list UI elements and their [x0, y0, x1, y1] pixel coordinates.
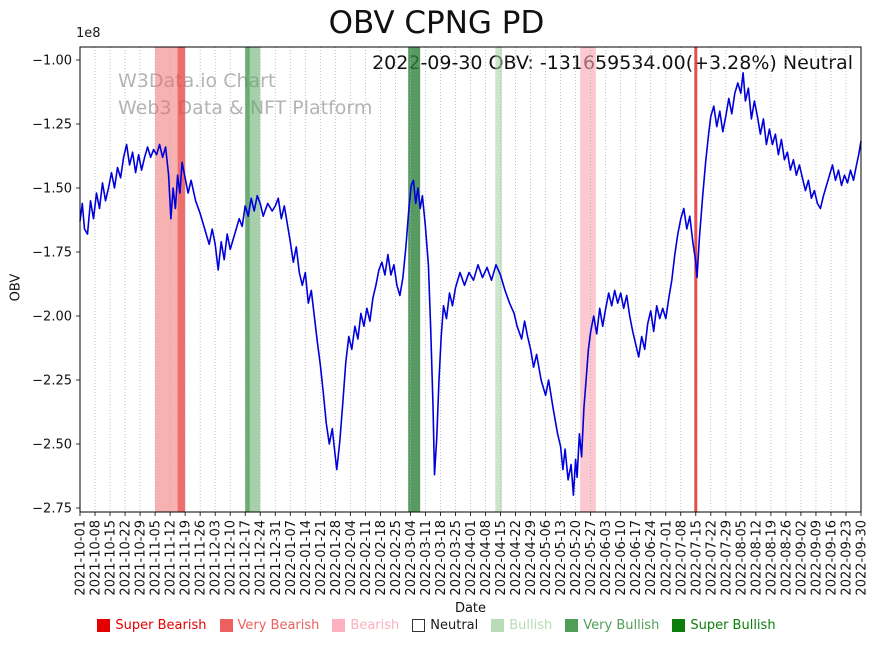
x-tick-label: 2021-10-15: [104, 520, 119, 596]
x-tick-label: 2022-06-10: [614, 520, 629, 596]
x-tick-label: 2022-09-09: [809, 520, 824, 596]
y-tick-label: −1.00: [32, 54, 72, 69]
x-tick-label: 2021-12-24: [254, 520, 269, 596]
x-tick-label: 2021-11-12: [164, 520, 179, 596]
x-tick-label: 2021-10-22: [119, 520, 134, 596]
sentiment-band: [495, 47, 503, 512]
y-tick-label: −2.00: [32, 310, 72, 325]
x-tick-label: 2022-03-25: [449, 520, 464, 596]
legend-swatch-icon: [565, 619, 579, 632]
x-tick-label: 2022-01-14: [299, 520, 314, 596]
x-tick-label: 2022-07-01: [659, 520, 674, 596]
y-tick-label: −1.75: [32, 246, 72, 261]
x-tick-label: 2022-01-28: [329, 520, 344, 596]
legend-item: Super Bearish: [97, 618, 207, 633]
legend-label: Neutral: [430, 618, 479, 633]
x-tick-label: 2022-03-18: [434, 520, 449, 596]
x-tick-label: 2021-11-26: [194, 520, 209, 596]
legend-item: Neutral: [412, 618, 478, 633]
x-tick-label: 2021-12-17: [239, 520, 254, 596]
x-tick-label: 2022-08-19: [764, 520, 779, 596]
x-tick-label: 2022-08-12: [749, 520, 764, 596]
x-tick-label: 2021-10-08: [89, 520, 104, 596]
sentiment-band: [408, 47, 421, 512]
x-tick-label: 2022-04-01: [464, 520, 479, 596]
legend-label: Very Bearish: [237, 618, 320, 633]
x-tick-label: 2022-02-25: [389, 520, 404, 596]
chart-title: OBV CPNG PD: [328, 5, 545, 41]
legend-label: Super Bullish: [690, 618, 776, 633]
x-tick-label: 2022-05-27: [584, 520, 599, 596]
x-tick-label: 2021-12-31: [269, 520, 284, 596]
legend-label: Super Bearish: [115, 618, 207, 633]
x-tick-label: 2022-09-16: [824, 520, 839, 596]
x-tick-label: 2022-08-26: [779, 520, 794, 596]
x-tick-label: 2022-09-30: [855, 520, 870, 596]
x-tick-label: 2022-05-13: [554, 520, 569, 596]
y-tick-label: −2.25: [32, 374, 72, 389]
x-tick-label: 2022-07-08: [674, 520, 689, 596]
sentiment-band: [245, 47, 250, 512]
x-tick-label: 2021-12-10: [224, 520, 239, 596]
y-tick-label: −1.50: [32, 182, 72, 197]
legend-swatch-icon: [332, 619, 346, 632]
x-tick-label: 2022-09-02: [794, 520, 809, 596]
y-tick-label: −2.75: [32, 502, 72, 517]
x-tick-label: 2022-01-07: [284, 520, 299, 596]
x-tick-label: 2022-05-20: [569, 520, 584, 596]
y-axis-offset-label: 1e8: [76, 26, 101, 41]
x-tick-label: 2022-08-05: [734, 520, 749, 596]
legend-item: Bearish: [332, 618, 399, 633]
x-tick-label: 2022-03-04: [404, 520, 419, 596]
x-tick-label: 2022-07-29: [719, 520, 734, 596]
obv-line: [79, 72, 862, 496]
legend-item: Very Bearish: [219, 618, 320, 633]
x-tick-label: 2022-01-21: [314, 520, 329, 596]
x-tick-label: 2022-06-03: [599, 520, 614, 596]
event-vline: [694, 47, 698, 512]
x-tick-label: 2022-05-06: [539, 520, 554, 596]
legend-item: Super Bullish: [672, 618, 776, 633]
x-tick-label: 2022-04-08: [479, 520, 494, 596]
legend-item: Bullish: [491, 618, 552, 633]
x-tick-label: 2022-04-15: [494, 520, 509, 596]
sentiment-legend: Super Bearish Very Bearish Bearish Neutral B…: [0, 618, 873, 633]
x-tick-label: 2022-03-11: [419, 520, 434, 596]
legend-label: Very Bullish: [583, 618, 660, 633]
legend-swatch-icon: [219, 619, 233, 632]
legend-label: Bullish: [509, 618, 553, 633]
y-tick-label: −2.50: [32, 438, 72, 453]
x-tick-label: 2021-10-29: [134, 520, 149, 596]
x-tick-label: 2021-11-19: [179, 520, 194, 596]
x-tick-label: 2022-04-29: [524, 520, 539, 596]
legend-item: Very Bullish: [565, 618, 659, 633]
legend-label: Bearish: [350, 618, 400, 633]
x-tick-label: 2022-06-17: [629, 520, 644, 596]
x-tick-label: 2022-07-22: [704, 520, 719, 596]
x-tick-label: 2022-04-22: [509, 520, 524, 596]
x-tick-label: 2021-11-05: [149, 520, 164, 596]
x-tick-label: 2022-07-15: [689, 520, 704, 596]
legend-swatch-icon: [672, 619, 686, 632]
x-tick-label: 2022-02-11: [359, 520, 374, 596]
sentiment-band: [177, 47, 186, 512]
latest-value-annotation: 2022-09-30 OBV: -131659534.00(+3.28%) Ne…: [372, 52, 853, 74]
legend-swatch-icon: [491, 619, 505, 632]
x-tick-label: 2021-10-01: [74, 520, 89, 596]
x-axis-label: Date: [454, 601, 487, 616]
legend-swatch-icon: [97, 619, 111, 632]
x-tick-label: 2021-12-03: [209, 520, 224, 596]
x-tick-label: 2022-02-18: [374, 520, 389, 596]
x-tick-label: 2022-09-23: [839, 520, 854, 596]
x-tick-label: 2022-02-04: [344, 520, 359, 596]
legend-swatch-icon: [412, 619, 426, 632]
y-tick-label: −1.25: [32, 118, 72, 133]
x-tick-label: 2022-06-24: [644, 520, 659, 596]
